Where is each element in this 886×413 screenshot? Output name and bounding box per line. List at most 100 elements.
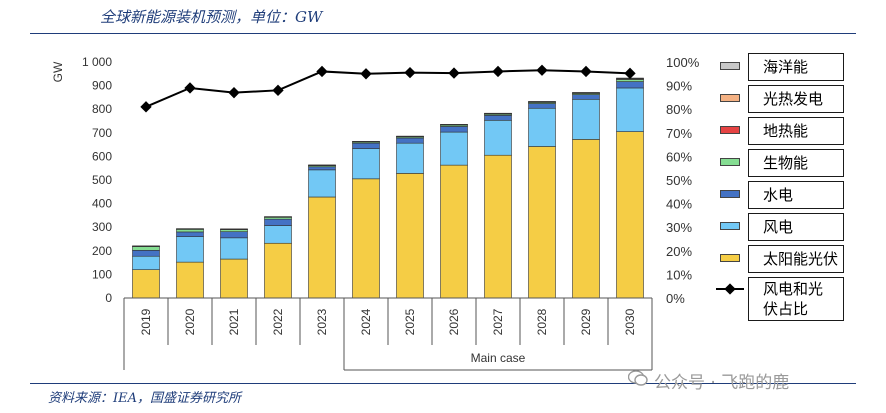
- share-line-point: [184, 82, 196, 94]
- bar-segment: [572, 98, 600, 140]
- share-line-point: [272, 84, 284, 96]
- bar-segment: [440, 124, 468, 126]
- bar-segment: [132, 269, 160, 299]
- y-tick-label: 600: [92, 149, 112, 163]
- legend-entry: 海洋能: [748, 53, 844, 81]
- x-tick-label: 2021: [227, 308, 241, 335]
- bar-segment: [308, 169, 336, 198]
- wechat-icon: [628, 370, 648, 386]
- bar-segment: [176, 228, 204, 230]
- bar-segment: [132, 255, 160, 270]
- x-tick-label: 2022: [271, 308, 285, 335]
- bar-segment: [572, 139, 600, 299]
- y-tick-label: 300: [92, 220, 112, 234]
- bar-segment: [352, 178, 380, 299]
- y-axis-label: GW: [51, 61, 65, 82]
- bar-segment: [176, 261, 204, 299]
- bar-segment: [572, 94, 600, 100]
- legend-swatch: [720, 158, 740, 166]
- legend-swatch: [720, 94, 740, 102]
- y2-tick-label: 80%: [666, 102, 692, 117]
- bar-segment: [440, 126, 468, 133]
- bar-segment: [484, 112, 512, 115]
- legend-swatch: [720, 62, 740, 70]
- legend-entry: 太阳能光伏: [748, 245, 844, 273]
- bar-segment: [396, 135, 424, 138]
- legend-entry: 风电: [748, 213, 844, 241]
- x-tick-label: 2024: [359, 308, 373, 335]
- bar-segment: [484, 119, 512, 156]
- bar-segment: [616, 131, 644, 299]
- page-title: 全球新能源装机预测，单位：GW: [100, 8, 323, 26]
- bar-segment: [396, 137, 424, 144]
- y-tick-label: 1 000: [82, 55, 112, 69]
- bar-segment: [528, 101, 556, 103]
- y2-tick-label: 60%: [666, 149, 692, 164]
- y2-tick-label: 90%: [666, 79, 692, 94]
- y-tick-label: 500: [92, 173, 112, 187]
- legend-swatch: [720, 190, 740, 198]
- legend-entry: 光热发电: [748, 85, 844, 113]
- bar-segment: [528, 103, 556, 109]
- x-tick-label: 2027: [491, 308, 505, 335]
- bar-segment: [264, 218, 292, 226]
- y-tick-label: 800: [92, 102, 112, 116]
- bar-segment: [308, 164, 336, 166]
- bar-segment: [528, 107, 556, 147]
- y2-tick-label: 50%: [666, 173, 692, 188]
- legend-entry-line2: 伏占比: [763, 300, 809, 318]
- x-tick-label: 2025: [403, 308, 417, 335]
- y2-tick-label: 40%: [666, 197, 692, 212]
- share-line-point: [228, 87, 240, 99]
- bar-segment: [572, 92, 600, 94]
- y2-tick-label: 100%: [666, 55, 700, 70]
- y-tick-label: 400: [92, 197, 112, 211]
- bar-segment: [352, 140, 380, 143]
- y2-tick-label: 70%: [666, 126, 692, 141]
- legend-swatch: [720, 254, 740, 262]
- bar-segment: [528, 146, 556, 299]
- bar-segment: [220, 228, 248, 230]
- y2-tick-label: 30%: [666, 220, 692, 235]
- bar-segment: [352, 142, 380, 149]
- bar-segment: [396, 142, 424, 174]
- share-line-point: [404, 66, 416, 79]
- x-tick-label: 2028: [535, 308, 549, 335]
- share-line-point: [624, 67, 636, 79]
- bar-segment: [308, 166, 336, 171]
- bar-segment: [440, 131, 468, 166]
- bar-segment: [484, 115, 512, 121]
- y2-tick-label: 20%: [666, 244, 692, 259]
- y-tick-label: 200: [92, 244, 112, 258]
- header-rule: [30, 33, 856, 34]
- legend-entry: 地热能: [748, 117, 844, 145]
- legend-swatch: [720, 126, 740, 134]
- watermark-text: 公众号 · 飞跑的鹿: [654, 373, 790, 393]
- bar-segment: [220, 258, 248, 299]
- bar-segment: [264, 242, 292, 299]
- x-tick-label: 2029: [579, 308, 593, 335]
- x-tick-label: 2026: [447, 308, 461, 335]
- bar-segment: [308, 196, 336, 299]
- share-line-point: [492, 65, 504, 78]
- share-line-point: [536, 64, 548, 76]
- x-tick-label: 2020: [183, 308, 197, 335]
- bar-segment: [132, 250, 160, 257]
- share-line-point: [448, 67, 460, 79]
- y-tick-label: 700: [92, 126, 112, 140]
- legend-entry: 生物能: [748, 149, 844, 177]
- share-line-point: [316, 65, 328, 78]
- bar-segment: [264, 216, 292, 218]
- footer-rule: [30, 383, 856, 384]
- group-label: Main case: [471, 351, 526, 365]
- bar-segment: [220, 237, 248, 260]
- watermark: 公众号 · 飞跑的鹿: [628, 368, 789, 393]
- y2-tick-label: 10%: [666, 267, 692, 282]
- bar-segment: [132, 245, 160, 247]
- bar-segment: [396, 173, 424, 299]
- share-line-point: [140, 101, 152, 113]
- bar-segment: [440, 164, 468, 299]
- x-tick-label: 2019: [139, 308, 153, 335]
- bar-segment: [264, 225, 292, 244]
